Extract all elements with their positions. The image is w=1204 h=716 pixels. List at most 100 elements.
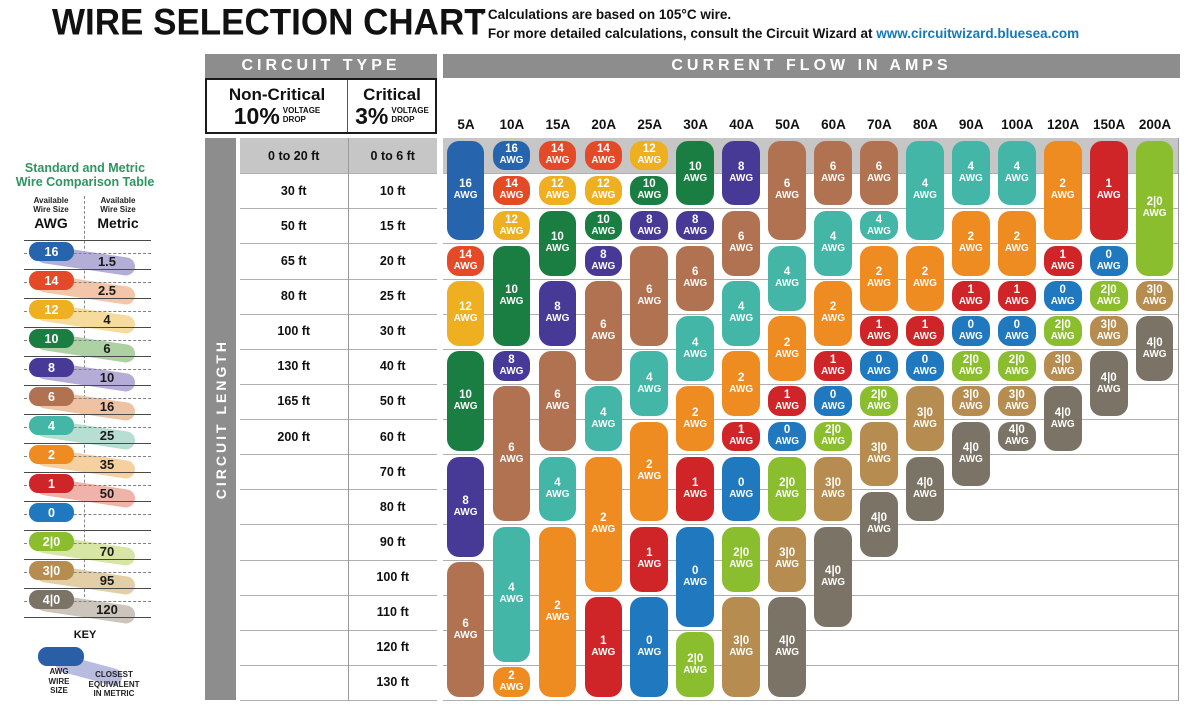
awg-pill-unit: AWG [499,682,524,694]
awg-pill-size: 10 [459,389,472,402]
awg-pill-unit: AWG [683,489,708,500]
amp-column-header: 120A [1047,117,1080,132]
comparison-awg-pill: 10 [29,329,74,348]
awg-pill-unit: AWG [637,383,662,395]
comparison-table-bottom-line [24,617,151,618]
awg-pill: 1 AWG [630,526,669,592]
comparison-row-line [24,501,151,502]
awg-pill-size: 0 [646,635,653,648]
gridline [443,700,1178,701]
awg-pill: 1 AWG [722,421,761,452]
awg-pill-size: 3|0 [779,547,796,560]
awg-pill-unit: AWG [775,190,800,202]
comparison-row-dashed-line [24,456,151,457]
non-critical-drop-word: DROP [282,114,306,124]
awg-pill-size: 2|0 [1146,196,1163,208]
non-critical-cell: Non-Critical 10% VOLTAGE DROP [207,80,347,132]
awg-pill-unit: AWG [867,453,891,465]
awg-pill: 6 AWG [492,386,531,522]
comparison-row-dashed-line [24,369,151,370]
comparison-row-dashed-line [24,282,151,283]
non-critical-label: Non-Critical [228,84,326,104]
awg-pill: 2 AWG [722,351,761,416]
length-column-divider [347,138,349,700]
note-line-2: ▪For more detailed calculations, consult… [481,24,1079,43]
awg-pill: 8 AWG [722,140,761,206]
awg-pill: 1 AWG [860,316,898,346]
awg-pill-size: 2|0 [1054,318,1071,331]
gridline [240,278,437,280]
comparison-awg-pill: 2 [29,445,74,464]
awg-pill-unit: AWG [821,243,845,255]
metric-header-line3: Metric [97,215,139,231]
awg-pill-size: 4 [783,266,791,279]
awg-pill: 10 AWG [538,210,577,276]
awg-pill: 4 AWG [768,245,806,311]
awg-pill-unit: AWG [683,225,708,237]
comparison-row-dashed-line [24,543,151,544]
awg-pill-unit: AWG [729,559,754,571]
comparison-row-line [24,472,151,473]
awg-pill-unit: AWG [1050,295,1075,307]
awg-pill: 14 AWG [538,140,577,171]
bullet-icon: ▪ [481,9,484,18]
gridline [240,383,437,385]
awg-pill-unit: AWG [1004,366,1029,378]
key-awg-pill [38,647,84,666]
comparison-row-line [24,298,151,299]
amp-column-header: 10A [499,117,525,132]
comparison-row-line [24,443,151,444]
circuit-wizard-link[interactable]: www.circuitwizard.bluesea.com [876,26,1080,41]
awg-pill-size: 1 [692,477,699,489]
comparison-awg-pill: 2|0 [29,532,74,551]
metric-header-line1: Available [100,196,136,205]
awg-pill-size: 1 [1013,283,1020,296]
critical-label: Critical [363,84,421,104]
awg-pill: 1 AWG [584,597,623,697]
awg-pill: 4 AWG [814,210,852,276]
awg-pill-unit: AWG [591,524,616,536]
circuit-length-noncritical-cell: 50 ft [280,218,307,233]
awg-pill: 4 AWG [492,526,531,662]
awg-pill: 4 AWG [997,140,1036,206]
awg-pill-size: 16 [459,178,472,191]
key-metric-word3: IN METRIC [93,689,135,698]
awg-pill: 0 AWG [1089,245,1128,276]
key-awg-word3: SIZE [50,686,68,695]
awg-pill: 3|0 AWG [814,456,852,522]
awg-pill-size: 8 [462,494,469,507]
awg-pill-unit: AWG [591,330,616,342]
awg-pill-size: 2 [1013,231,1020,244]
awg-pill-unit: AWG [867,172,891,184]
awg-pill-size: 2 [600,512,607,525]
awg-pill-size: 4 [829,231,837,244]
awg-pill-unit: AWG [453,190,478,202]
metric-column-header: Available Wire Size Metric [86,196,150,231]
comparison-metric-value: 16 [99,399,115,414]
awg-pill-unit: AWG [545,190,570,202]
amp-column-header: 15A [545,117,571,132]
awg-pill: 8 AWG [676,210,715,241]
awg-pill-size: 4 [921,178,929,191]
awg-pill-unit: AWG [499,225,524,237]
awg-pill: 0 AWG [906,351,944,381]
awg-pill-size: 6 [783,178,791,191]
awg-column-header: Available Wire Size AWG [18,196,84,231]
grid-right-border [1178,138,1179,701]
awg-pill-size: 1 [829,354,837,367]
awg-pill: 1 AWG [1089,140,1128,241]
awg-pill-size: 1 [646,547,653,560]
awg-pill-size: 8 [646,213,653,226]
amp-column-header: 40A [729,117,754,132]
awg-pill-size: 3|0 [870,441,887,454]
awg-pill-unit: AWG [1050,330,1075,342]
awg-pill-unit: AWG [958,243,983,255]
awg-pill-unit: AWG [775,278,800,290]
amp-column-header: 70A [867,117,892,132]
awg-pill: 6 AWG [722,210,761,276]
awg-pill-size: 2 [783,336,791,349]
awg-pill-unit: AWG [683,278,708,290]
gridline [443,629,1178,631]
critical-voltage: VOLTAGE [391,106,429,115]
gridline [240,629,437,631]
